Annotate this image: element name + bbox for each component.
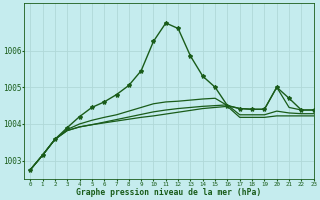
- X-axis label: Graphe pression niveau de la mer (hPa): Graphe pression niveau de la mer (hPa): [76, 188, 261, 197]
